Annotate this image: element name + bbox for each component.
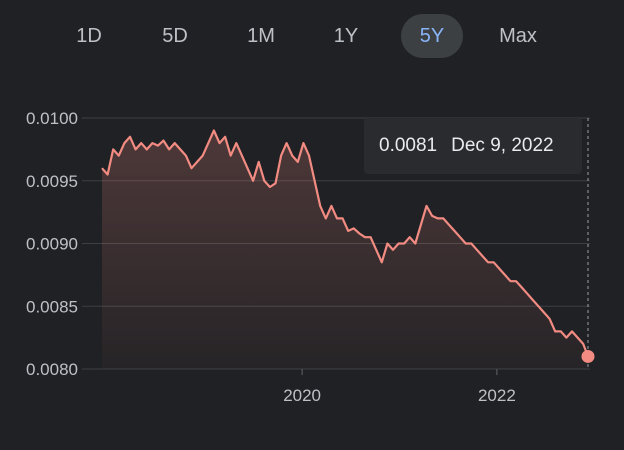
y-tick-label: 0.0080: [26, 360, 78, 379]
hover-tooltip: 0.0081 Dec 9, 2022: [364, 118, 582, 174]
tooltip-value: 0.0081: [379, 135, 438, 156]
y-tick-label: 0.0095: [26, 172, 78, 191]
tab-5d[interactable]: 5D: [162, 25, 188, 47]
tooltip-date: Dec 9, 2022: [451, 135, 554, 156]
series-line: [101, 129, 590, 357]
y-tick-label: 0.0090: [26, 235, 78, 254]
y-tick-label: 0.0100: [26, 109, 78, 128]
series-area: [102, 130, 588, 369]
tab-1y[interactable]: 1Y: [333, 25, 359, 47]
axis-tick-labels: 0.0100 0.0095 0.0090 0.0085 0.0080 2020 2022: [26, 109, 516, 405]
tab-5y[interactable]: 5Y: [401, 14, 463, 58]
y-tick-label: 0.0085: [26, 297, 78, 316]
x-tick-label: 2020: [283, 386, 321, 405]
tab-max[interactable]: Max: [499, 25, 537, 47]
tab-1m[interactable]: 1M: [247, 25, 275, 47]
x-tick-label: 2022: [478, 386, 516, 405]
range-tabs: 1D 5D 1M 1Y 5Y Max: [0, 14, 624, 58]
current-value-dot[interactable]: [581, 349, 595, 363]
tab-1d[interactable]: 1D: [76, 25, 102, 47]
